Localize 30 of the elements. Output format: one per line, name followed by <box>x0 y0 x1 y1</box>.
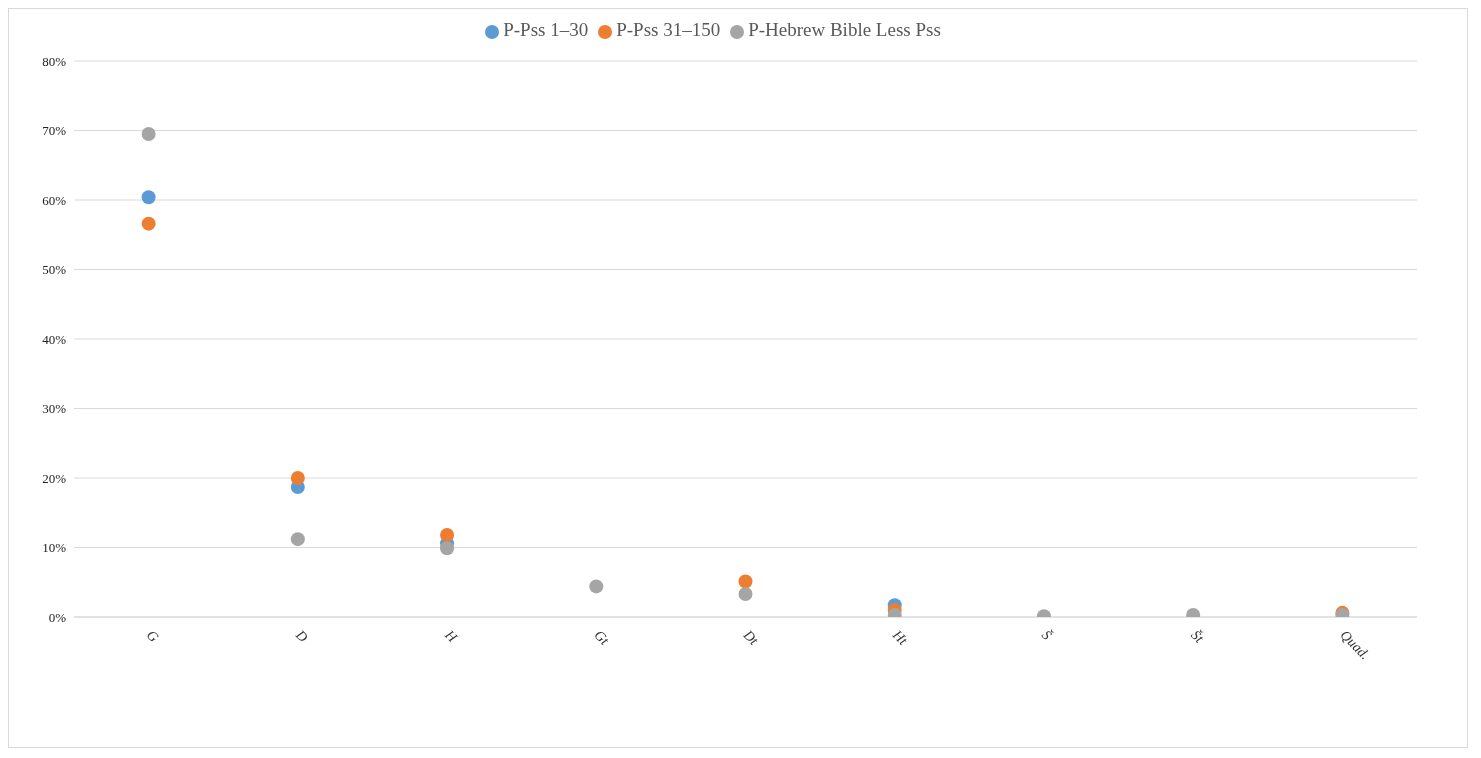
point <box>738 574 753 589</box>
x-tick-label: Dt <box>739 626 762 649</box>
point <box>141 216 156 231</box>
point <box>440 527 455 542</box>
y-tick-label: 0% <box>48 609 67 625</box>
y-tick-label: 50% <box>42 262 67 278</box>
y-tick-label: 70% <box>42 123 67 139</box>
y-tick-label: 10% <box>42 540 67 556</box>
y-tick-label: 80% <box>42 53 67 69</box>
x-tick-label: H <box>441 626 461 646</box>
x-tick-label: Š <box>1038 626 1056 643</box>
x-tick-label: Ht <box>889 626 912 649</box>
y-tick-label: 40% <box>42 331 67 347</box>
point <box>290 532 305 547</box>
x-tick-label: Gt <box>591 627 613 649</box>
point <box>141 190 156 205</box>
legend-label: P-Hebrew Bible Less Pss <box>748 19 941 40</box>
y-tick-label: 30% <box>42 401 67 417</box>
point <box>290 471 305 485</box>
y-tick-label: 20% <box>42 470 67 486</box>
legend-label: P-Pss 31–150 <box>616 19 721 40</box>
point <box>589 579 604 594</box>
point <box>440 541 455 556</box>
x-tick-label: Št <box>1188 626 1209 647</box>
point <box>738 587 753 602</box>
x-tick-label: G <box>143 627 162 646</box>
y-tick-label: 60% <box>42 192 67 208</box>
point <box>141 126 156 141</box>
x-tick-label: D <box>292 626 311 646</box>
legend-label: P-Pss 1–30 <box>503 19 589 40</box>
